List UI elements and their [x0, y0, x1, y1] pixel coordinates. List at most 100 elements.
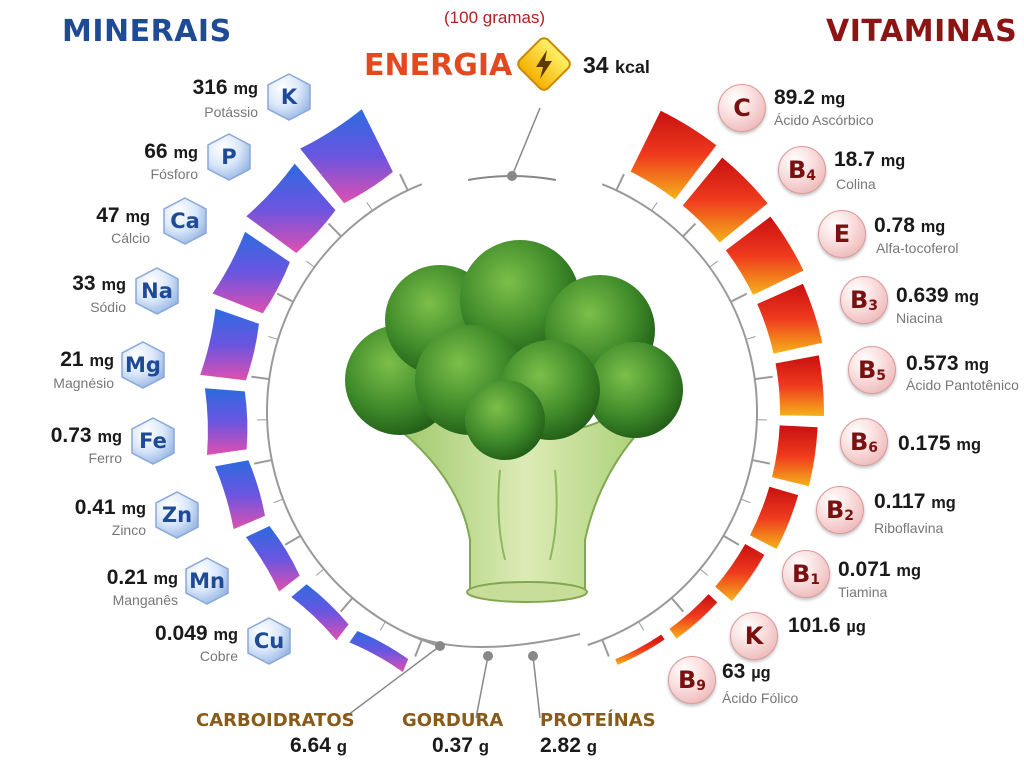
right-bar-segment	[669, 594, 718, 639]
vitamin-symbol: B9	[678, 666, 706, 694]
mineral-symbol: Fe	[139, 429, 167, 453]
vitamin-symbol: K	[745, 622, 764, 650]
vitamin-symbol: B4	[788, 156, 816, 184]
mineral-value: 66 mg	[144, 140, 198, 164]
lightning-bolt-icon	[517, 37, 571, 91]
vitamin-amount: 0.071	[838, 558, 891, 581]
mineral-symbol: Mg	[125, 353, 161, 377]
vitamin-name: Alfa-tocoferol	[876, 240, 959, 256]
gauge-tick	[682, 222, 697, 238]
macro-value: 2.82 g	[540, 734, 597, 758]
vitamin-unit: mg	[880, 152, 906, 170]
mineral-value: 0.21 mg	[107, 566, 178, 590]
mineral-unit: mg	[233, 80, 258, 98]
vitamin-badge-b6: B6	[840, 418, 888, 466]
fat-pointer	[475, 655, 489, 719]
mineral-badge-zn: Zn	[154, 490, 200, 540]
energy-unit: kcal	[614, 57, 650, 77]
mineral-value: 21 mg	[60, 348, 114, 372]
macro-value: 6.64 g	[290, 734, 347, 758]
right-bar-segment	[725, 216, 804, 295]
gauge-tick	[740, 498, 751, 504]
protein-pointer	[532, 655, 541, 719]
mineral-amount: 47	[96, 204, 120, 227]
mineral-value: 0.41 mg	[75, 496, 146, 520]
right-bar-segment	[749, 486, 799, 550]
vitamin-name: Tiamina	[838, 584, 888, 600]
vitamin-name: Colina	[836, 176, 876, 192]
vitamin-subscript: 4	[806, 168, 817, 184]
left-bar-segment	[245, 526, 300, 592]
mineral-value: 0.73 mg	[51, 424, 122, 448]
mineral-amount: 316	[192, 76, 228, 99]
mineral-unit: mg	[213, 626, 238, 644]
vitamin-name: Ácido Fólico	[722, 690, 799, 706]
fat-dot	[483, 651, 493, 661]
carbs-pointer	[343, 645, 441, 719]
vitamin-amount: 18.7	[834, 148, 875, 171]
mineral-amount: 0.21	[106, 566, 148, 589]
mineral-amount: 0.73	[50, 424, 92, 447]
gauge-tick	[709, 260, 718, 268]
vitamin-symbol: B6	[850, 428, 878, 456]
gauge-tick	[273, 498, 284, 504]
gauge-tick	[754, 375, 773, 381]
macro-amount: 0.37	[432, 734, 473, 757]
vitamin-badge-b4: B4	[778, 146, 826, 194]
mineral-unit: mg	[125, 208, 150, 226]
macro-amount: 6.64	[290, 734, 331, 757]
gauge-tick	[306, 260, 315, 268]
macro-unit: g	[478, 737, 489, 756]
gauge-tick	[379, 621, 386, 631]
gauge-tick	[670, 597, 685, 613]
mineral-name: Zinco	[111, 522, 146, 538]
minerals-title: MINERAIS	[62, 14, 232, 49]
vitamin-badge-k: K	[730, 612, 778, 660]
vitamin-bars	[615, 110, 824, 665]
gauge-tick	[752, 459, 771, 465]
vitamin-value: 0.117 mg	[874, 490, 956, 514]
mineral-badge-na: Na	[134, 266, 180, 316]
vitamin-amount: 63	[722, 660, 746, 683]
vitamin-unit: mg	[896, 562, 921, 580]
vitamin-name: Riboflavina	[874, 520, 944, 536]
vitamin-subscript: 1	[810, 572, 821, 588]
gauge-tick	[276, 292, 294, 303]
mineral-value: 33 mg	[72, 272, 126, 296]
mineral-badge-k: K	[266, 72, 312, 122]
vitamin-value: 0.071 mg	[838, 558, 921, 582]
vitamin-symbol: C	[733, 94, 751, 122]
mineral-amount: 66	[144, 140, 168, 163]
vitamin-subscript: 5	[876, 368, 887, 384]
mineral-name: Cálcio	[111, 230, 150, 246]
vitamins-title: VITAMINAS	[826, 14, 1018, 49]
vitamin-value: 0.78 mg	[874, 214, 945, 238]
mineral-name: Cobre	[199, 648, 238, 664]
left-bar-segment	[204, 388, 248, 455]
right-bar-segment	[757, 283, 823, 354]
vitamin-amount: 89.2	[774, 86, 815, 109]
right-bar-segment	[615, 634, 665, 665]
mineral-unit: mg	[89, 352, 114, 370]
gauge-tick	[722, 534, 740, 546]
mineral-symbol: Zn	[161, 503, 193, 527]
left-bar-segment	[212, 231, 290, 314]
left-bar-segment	[300, 109, 393, 204]
macro-name: CARBOIDRATOS	[196, 710, 355, 731]
macro-name: GORDURA	[402, 710, 504, 731]
vitamin-unit: µg	[751, 664, 771, 682]
vitamin-unit: mg	[954, 288, 979, 306]
vitamin-symbol: B2	[826, 496, 854, 524]
vitamin-amount: 0.639	[896, 284, 949, 307]
vitamin-unit: µg	[846, 618, 866, 636]
vitamin-amount: 0.175	[898, 432, 951, 455]
vitamin-amount: 0.117	[874, 490, 926, 513]
mineral-badge-fe: Fe	[130, 416, 176, 466]
gauge-tick	[399, 173, 409, 191]
vitamin-unit: mg	[920, 218, 946, 236]
left-bar-segment	[246, 163, 336, 254]
mineral-amount: 0.049	[155, 622, 208, 645]
mineral-symbol: Mn	[189, 569, 225, 593]
energy-value: 34 kcal	[583, 52, 650, 79]
vitamin-unit: mg	[956, 436, 981, 454]
